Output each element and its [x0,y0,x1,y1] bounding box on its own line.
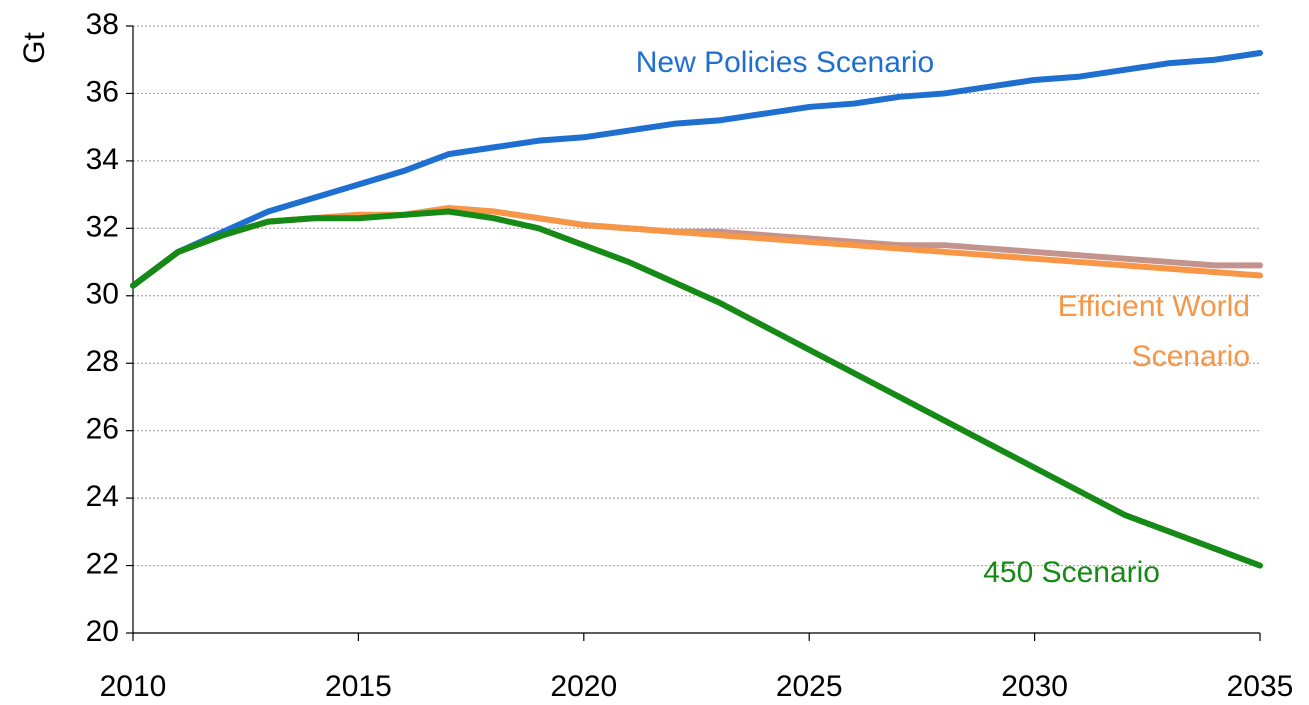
x-tick-label: 2035 [1227,670,1294,703]
x-tick-label: 2010 [100,670,167,703]
y-tick-label: 30 [86,278,119,311]
series-label-box: New Policies Scenario [635,46,935,79]
series-label-box: 450 Scenario [983,556,1160,589]
y-tick-label: 20 [86,615,119,648]
y-tick-label: 32 [86,210,119,243]
series-line [130,49,1263,289]
series-label: 450 Scenario [983,556,1160,589]
y-tick-label: 38 [86,8,119,41]
series-line [130,208,1263,569]
x-tick-label: 2020 [550,670,617,703]
series-label: New Policies Scenario [635,46,935,79]
y-tick-label: 36 [86,75,119,108]
x-tick-label: 2025 [776,670,843,703]
y-tick-label: 24 [86,480,119,513]
series-label: Efficient World Scenario [1057,290,1250,373]
y-tick-label: 28 [86,345,119,378]
x-tick-label: 2015 [325,670,392,703]
y-tick-label: 22 [86,547,119,580]
y-axis-label: Gt [18,32,51,64]
y-tick-label: 26 [86,413,119,446]
y-tick-label: 34 [86,143,119,176]
series-label-box: Efficient World Scenario [1057,290,1250,373]
x-tick-label: 2030 [1001,670,1068,703]
